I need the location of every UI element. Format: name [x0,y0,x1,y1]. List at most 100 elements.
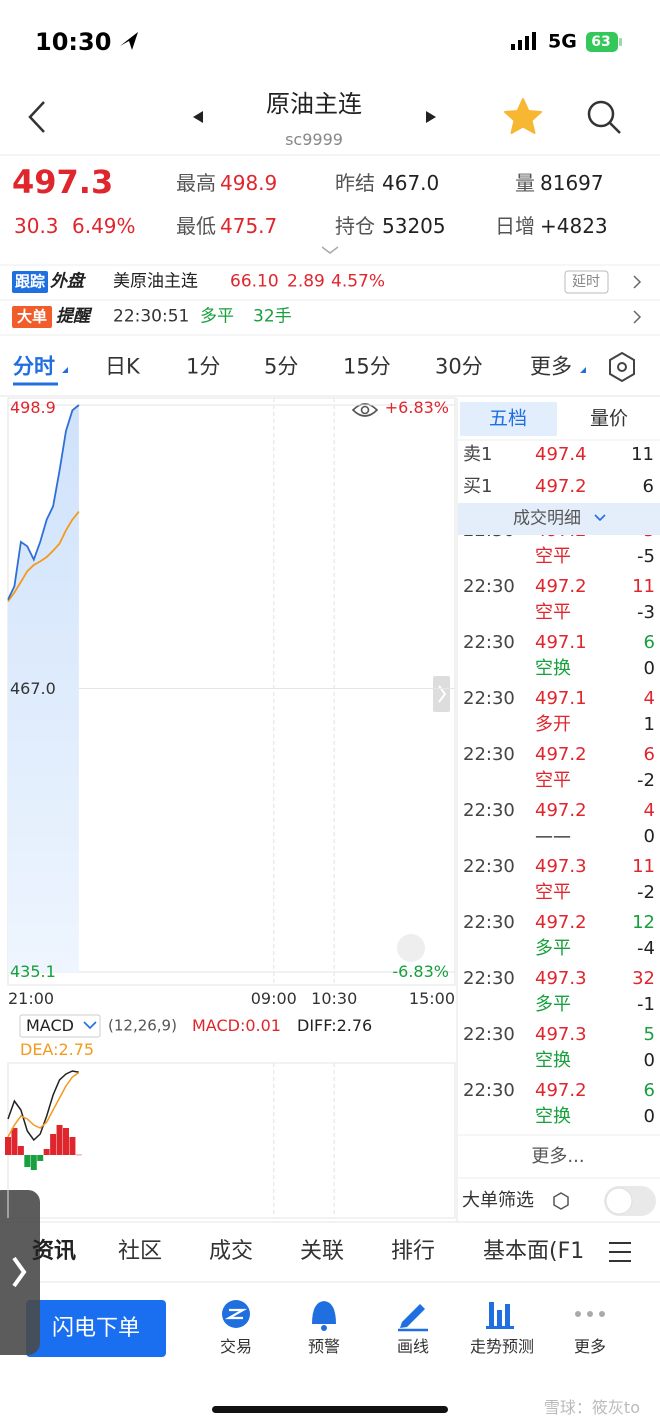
action-label[interactable]: 预警 [307,1337,341,1356]
book-level: 买1 [463,476,493,497]
detail-toggle[interactable]: 成交明细 [513,508,581,529]
more-icon[interactable] [575,1311,605,1317]
x-tick-label: 21:00 [8,989,55,1008]
book-tab[interactable]: 五档 [488,407,528,430]
detail-caret [594,514,606,522]
tracker-change: 2.89 [287,271,325,292]
info-tab[interactable]: 关联 [300,1239,345,1264]
pct-bottom: -6.83% [392,962,449,981]
quote-prev-settle: 467.0 [382,171,440,195]
quote-prev-settle-label: 昨结 [335,171,375,195]
trade-qty: 6 [643,1080,655,1101]
info-tab[interactable]: 资讯 [32,1239,77,1264]
tracker-change-pct: 4.57% [331,271,386,292]
x-tick-label: 15:00 [408,989,455,1008]
trade-change: -2 [637,882,655,903]
quote-high: 498.9 [220,171,278,195]
trade-qty: 4 [643,688,655,709]
quote-low: 475.7 [220,214,278,238]
side-handle[interactable] [0,1190,40,1355]
settings-dot [617,362,627,372]
toggle-knob [605,1187,633,1215]
prev-contract[interactable] [193,111,203,123]
trade-change: -2 [637,770,655,791]
x-tick-label: 10:30 [311,989,358,1008]
trade-price: 497.3 [535,856,587,877]
action-label[interactable]: 交易 [219,1337,253,1356]
draw-icon[interactable] [398,1304,428,1332]
info-tab[interactable]: 成交 [209,1239,254,1264]
battery-level: 63 [591,34,611,50]
menu-button[interactable] [609,1242,631,1262]
alert-tag: 提醒 [56,306,90,327]
tab-caret [580,367,586,373]
next-contract[interactable] [426,111,436,123]
info-tab[interactable]: 排行 [391,1239,436,1264]
info-tab[interactable]: 基本面(F1 [483,1239,585,1264]
last-price: 497.3 [12,163,114,201]
trade-type: 空换 [535,658,571,679]
trade-time: 22:30 [463,968,515,989]
action-label[interactable]: 走势预测 [469,1337,535,1356]
home-indicator [212,1406,448,1413]
fullscreen-button[interactable] [397,934,425,962]
period-tab[interactable]: 日K [105,354,140,379]
trade-time: 22:30 [463,535,515,540]
macd-params: (12,26,9) [108,1016,177,1035]
trade-time: 22:30 [463,688,515,709]
trade-price: 497.2 [535,912,587,933]
detail-bar[interactable] [458,503,660,535]
trade-price: 497.2 [535,1080,587,1101]
trade-time: 22:30 [463,632,515,653]
period-tab[interactable]: 30分 [435,354,483,379]
search-button[interactable] [587,100,621,134]
period-tab[interactable]: 5分 [264,354,299,379]
select-caret [83,1021,97,1030]
location-icon [120,32,138,50]
side-tab[interactable] [433,676,450,712]
macd-select-box[interactable] [19,1014,101,1038]
alert-icon[interactable] [312,1301,336,1331]
filter-icon[interactable] [553,1192,569,1210]
trade-change: -3 [637,602,655,623]
expand-caret[interactable] [321,246,339,254]
delay-badge: 延时 [572,274,600,290]
trade-type: 多开 [535,714,571,735]
trade-qty: 5 [643,1024,655,1045]
settings-button[interactable] [609,351,635,383]
favorite-star[interactable] [504,98,542,134]
diff-value: DIFF:2.76 [297,1016,373,1035]
flash-order-button[interactable] [26,1300,166,1357]
trade-price: 497.1 [535,688,587,709]
info-tab[interactable]: 社区 [118,1239,163,1264]
chevron[interactable] [633,310,642,324]
quote-volume: 81697 [540,171,604,195]
period-tab[interactable]: 分时 [13,354,55,379]
forecast-icon[interactable] [486,1302,514,1329]
trade-qty: 6 [643,632,655,653]
action-label[interactable]: 更多 [573,1337,607,1356]
trade-price: 497.3 [535,1024,587,1045]
badge-box [564,270,609,294]
flash-order-label[interactable]: 闪电下单 [51,1316,141,1341]
period-tab[interactable]: 15分 [343,354,391,379]
period-tab[interactable]: 更多 [530,354,572,379]
period-tab[interactable]: 1分 [186,354,221,379]
action-label[interactable]: 画线 [396,1337,430,1356]
back-button[interactable] [28,101,45,133]
trade-icon[interactable] [222,1300,250,1328]
trade-time: 22:30 [463,576,515,597]
macd-bar [43,1149,50,1155]
book-tab[interactable]: 量价 [589,407,629,430]
trade-type: 空平 [535,546,571,567]
tab-caret [62,367,68,373]
battery-icon [586,32,618,52]
more-trades[interactable]: 更多... [531,1146,585,1167]
chevron[interactable] [633,275,642,289]
macd-selector[interactable]: MACD [26,1016,74,1035]
trade-price: 497.3 [535,968,587,989]
tracker-price: 66.10 [230,271,279,292]
pct-top: +6.83% [384,398,449,417]
eye-icon[interactable] [351,403,379,417]
book-level: 卖1 [463,444,493,465]
